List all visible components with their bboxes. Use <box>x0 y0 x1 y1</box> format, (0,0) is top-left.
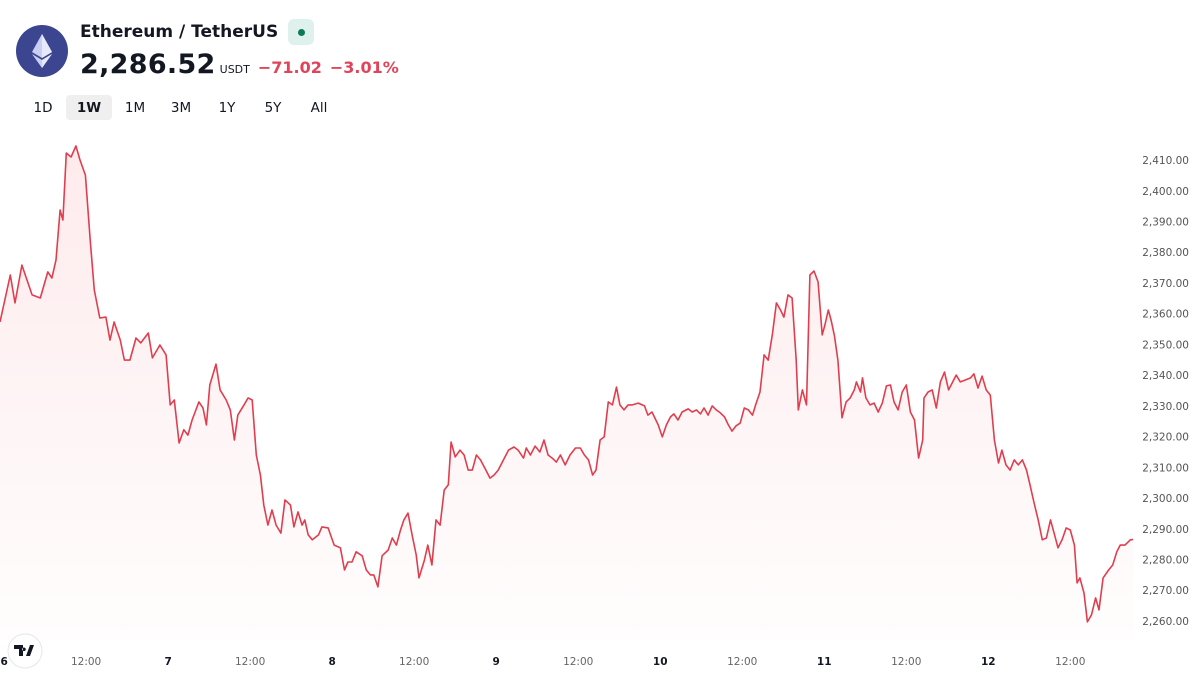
timeframe-button[interactable]: 3M <box>158 95 204 120</box>
x-tick-label: 8 <box>329 656 336 668</box>
x-tick-label: 6 <box>0 656 7 668</box>
y-tick-label: 2,280.00 <box>1142 555 1189 567</box>
y-tick-label: 2,320.00 <box>1142 432 1189 444</box>
timeframe-button[interactable]: 5Y <box>250 95 296 120</box>
x-tick-label: 12:00 <box>399 656 429 668</box>
x-tick-label: 11 <box>817 656 832 668</box>
symbol-name: Ethereum / TetherUS <box>80 22 279 42</box>
tv-logo <box>7 633 43 669</box>
y-tick-label: 2,330.00 <box>1142 401 1189 413</box>
market-status <box>288 19 315 45</box>
y-tick-label: 2,370.00 <box>1142 278 1189 290</box>
timeframe-button[interactable]: All <box>296 95 342 120</box>
y-tick-label: 2,350.00 <box>1142 339 1189 351</box>
change-percent: −3.01% <box>329 58 399 77</box>
timeframe-button[interactable]: 1D <box>20 95 66 120</box>
symbol-header: Ethereum / TetherUS 2,286.52 USDT −71.02… <box>16 19 399 80</box>
x-tick-label: 12:00 <box>71 656 101 668</box>
x-tick-label: 12:00 <box>563 656 593 668</box>
x-tick-label: 12:00 <box>235 656 265 668</box>
timeframe-button[interactable]: 1Y <box>204 95 250 120</box>
y-tick-label: 2,300.00 <box>1142 493 1189 505</box>
y-tick-label: 2,380.00 <box>1142 247 1189 259</box>
eth-logo <box>16 24 68 77</box>
y-tick-label: 2,310.00 <box>1142 462 1189 474</box>
y-tick-label: 2,340.00 <box>1142 370 1189 382</box>
timeframe-bar: 1D 1W 1M 3M 1Y 5Y All <box>20 95 342 120</box>
y-tick-label: 2,270.00 <box>1142 585 1189 597</box>
price-line <box>0 145 1134 623</box>
currency: USDT <box>219 63 250 76</box>
y-tick-label: 2,290.00 <box>1142 524 1189 536</box>
y-tick-label: 2,410.00 <box>1142 155 1189 167</box>
y-tick-label: 2,360.00 <box>1142 309 1189 321</box>
x-tick-label: 10 <box>653 656 668 668</box>
x-tick-label: 12:00 <box>1055 656 1085 668</box>
x-tick-label: 12 <box>981 656 996 668</box>
x-tick-label: 12:00 <box>727 656 757 668</box>
change: −71.02 <box>257 58 322 77</box>
x-tick-label: 12:00 <box>891 656 921 668</box>
price: 2,286.52 <box>80 49 216 80</box>
y-tick-label: 2,390.00 <box>1142 216 1189 228</box>
timeframe-button[interactable]: 1M <box>112 95 158 120</box>
timeframe-button[interactable]: 1W <box>66 95 112 120</box>
y-tick-label: 2,400.00 <box>1142 186 1189 198</box>
x-tick-label: 9 <box>493 656 500 668</box>
y-tick-label: 2,260.00 <box>1142 616 1189 628</box>
x-tick-label: 7 <box>164 656 171 668</box>
